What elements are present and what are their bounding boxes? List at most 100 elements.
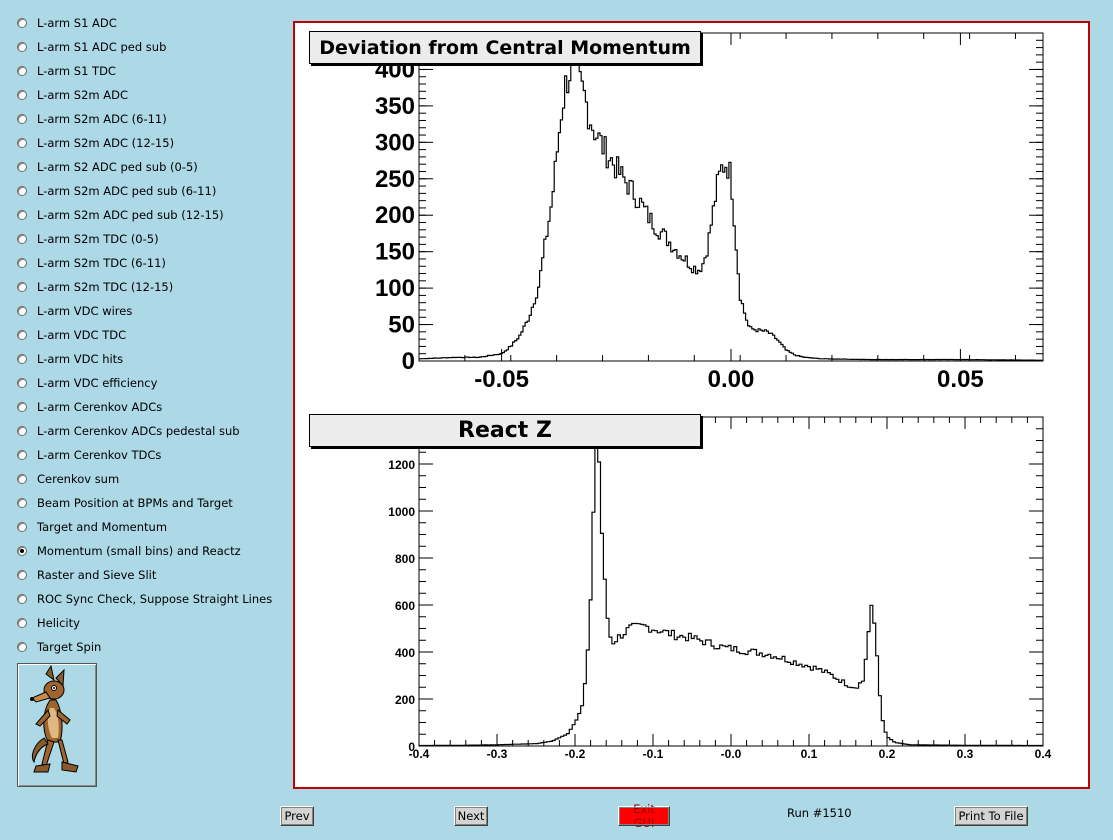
- radio-option-label: L-arm Cerenkov ADCs pedestal sub: [37, 424, 240, 438]
- radio-option-label: Cerenkov sum: [37, 472, 120, 486]
- x-tick-label: -0.4: [409, 747, 430, 761]
- radio-button[interactable]: [17, 66, 27, 76]
- y-tick-label: 600: [395, 599, 415, 613]
- y-tick-label: 200: [375, 202, 415, 229]
- y-tick-label: 300: [375, 129, 415, 156]
- radio-button[interactable]: [17, 114, 27, 124]
- exit-gui-button[interactable]: Exit GUI: [618, 802, 670, 830]
- x-tick-label: 0.2: [879, 747, 896, 761]
- radio-option[interactable]: L-arm Cerenkov ADCs pedestal sub: [16, 421, 240, 441]
- radio-option[interactable]: L-arm S2m ADC (6-11): [16, 109, 167, 129]
- print-to-file-button[interactable]: Print To File: [954, 806, 1028, 826]
- radio-option[interactable]: L-arm S2m TDC (12-15): [16, 277, 173, 297]
- radio-option[interactable]: Raster and Sieve Slit: [16, 565, 156, 585]
- radio-option[interactable]: L-arm S2m ADC ped sub (6-11): [16, 181, 216, 201]
- radio-option-label: L-arm Cerenkov TDCs: [37, 448, 162, 462]
- radio-option[interactable]: L-arm S2m TDC (6-11): [16, 253, 166, 273]
- radio-option[interactable]: Momentum (small bins) and Reactz: [16, 541, 241, 561]
- y-tick-label: 50: [388, 312, 415, 339]
- radio-button[interactable]: [17, 522, 27, 532]
- radio-button[interactable]: [17, 42, 27, 52]
- radio-button[interactable]: [17, 570, 27, 580]
- x-tick-label: -0.0: [721, 747, 742, 761]
- y-tick-label: 150: [375, 239, 415, 266]
- radio-button[interactable]: [17, 642, 27, 652]
- radio-button[interactable]: [17, 330, 27, 340]
- y-tick-label: 1000: [388, 505, 415, 519]
- radio-option-label: L-arm S2m ADC ped sub (6-11): [37, 184, 217, 198]
- radio-button[interactable]: [17, 378, 27, 388]
- y-tick-label: 800: [395, 552, 415, 566]
- radio-button[interactable]: [17, 306, 27, 316]
- radio-button[interactable]: [17, 618, 27, 628]
- radio-option[interactable]: L-arm Cerenkov ADCs: [16, 397, 162, 417]
- radio-option-label: L-arm S2m TDC (6-11): [37, 256, 166, 270]
- radio-option-label: L-arm S2 ADC ped sub (0-5): [37, 160, 198, 174]
- histogram-canvas[interactable]: -0.05 0.00 0.05 0 50 100 150 200 250 300 350 400 -0.…: [293, 21, 1090, 789]
- x-tick-label: 0.1: [801, 747, 818, 761]
- radio-option[interactable]: L-arm VDC wires: [16, 301, 132, 321]
- x-tick-label: -0.2: [565, 747, 586, 761]
- x-tick-label: 0.3: [957, 747, 974, 761]
- radio-option-label: Beam Position at BPMs and Target: [37, 496, 233, 510]
- radio-option-label: L-arm S1 TDC: [37, 64, 116, 78]
- radio-button[interactable]: [17, 354, 27, 364]
- y-tick-label: 0: [402, 348, 415, 375]
- radio-button[interactable]: [17, 282, 27, 292]
- radio-button[interactable]: [17, 162, 27, 172]
- radio-option[interactable]: L-arm S2m ADC: [16, 85, 128, 105]
- radio-option-label: Helicity: [37, 616, 80, 630]
- radio-button[interactable]: [17, 426, 27, 436]
- radio-option-label: L-arm S2m ADC ped sub (12-15): [37, 208, 224, 222]
- y-tick-label: 100: [375, 275, 415, 302]
- radio-option-label: Raster and Sieve Slit: [37, 568, 157, 582]
- coyote-logo-icon: [17, 663, 97, 787]
- radio-button[interactable]: [17, 18, 27, 28]
- radio-button[interactable]: [17, 474, 27, 484]
- radio-option-label: Momentum (small bins) and Reactz: [37, 544, 241, 558]
- radio-option-label: L-arm S1 ADC ped sub: [37, 40, 167, 54]
- radio-option-label: L-arm VDC TDC: [37, 328, 127, 342]
- prev-button[interactable]: Prev: [280, 806, 314, 826]
- y-tick-label: 200: [395, 693, 415, 707]
- radio-option[interactable]: Target and Momentum: [16, 517, 167, 537]
- radio-option[interactable]: L-arm S2m TDC (0-5): [16, 229, 159, 249]
- radio-option[interactable]: L-arm VDC efficiency: [16, 373, 157, 393]
- radio-option[interactable]: L-arm S1 TDC: [16, 61, 116, 81]
- radio-button[interactable]: [17, 498, 27, 508]
- radio-option[interactable]: Helicity: [16, 613, 80, 633]
- next-button[interactable]: Next: [454, 806, 488, 826]
- y-tick-label: 0: [408, 740, 415, 754]
- radio-button[interactable]: [17, 402, 27, 412]
- radio-option[interactable]: Cerenkov sum: [16, 469, 119, 489]
- radio-option[interactable]: L-arm S2m ADC ped sub (12-15): [16, 205, 224, 225]
- radio-button[interactable]: [17, 186, 27, 196]
- radio-button[interactable]: [17, 138, 27, 148]
- radio-button-selected[interactable]: [17, 546, 27, 556]
- radio-button[interactable]: [17, 90, 27, 100]
- radio-option-label: L-arm S2m TDC (0-5): [37, 232, 159, 246]
- radio-option-label: L-arm S1 ADC: [37, 16, 117, 30]
- radio-button[interactable]: [17, 258, 27, 268]
- radio-option[interactable]: L-arm S1 ADC ped sub: [16, 37, 166, 57]
- radio-option-label: L-arm VDC efficiency: [37, 376, 158, 390]
- radio-option-label: L-arm VDC wires: [37, 304, 133, 318]
- radio-button[interactable]: [17, 234, 27, 244]
- radio-button[interactable]: [17, 450, 27, 460]
- plot-area: -0.05 0.00 0.05 0 50 100 150 200 250 300 350 400 -0.…: [375, 32, 1052, 761]
- radio-button[interactable]: [17, 594, 27, 604]
- radio-option[interactable]: L-arm S1 ADC: [16, 13, 117, 33]
- radio-option[interactable]: ROC Sync Check, Suppose Straight Lines: [16, 589, 272, 609]
- radio-button[interactable]: [17, 210, 27, 220]
- radio-option[interactable]: L-arm S2m ADC (12-15): [16, 133, 174, 153]
- radio-option-label: Target and Momentum: [37, 520, 168, 534]
- radio-option-label: L-arm VDC hits: [37, 352, 124, 366]
- radio-option-label: L-arm S2m TDC (12-15): [37, 280, 174, 294]
- radio-option[interactable]: Beam Position at BPMs and Target: [16, 493, 233, 513]
- radio-option[interactable]: L-arm S2 ADC ped sub (0-5): [16, 157, 198, 177]
- radio-option[interactable]: L-arm VDC hits: [16, 349, 123, 369]
- radio-option[interactable]: L-arm Cerenkov TDCs: [16, 445, 161, 465]
- chart-title-momentum: Deviation from Central Momentum: [309, 31, 701, 64]
- radio-option[interactable]: Target Spin: [16, 637, 101, 657]
- radio-option[interactable]: L-arm VDC TDC: [16, 325, 126, 345]
